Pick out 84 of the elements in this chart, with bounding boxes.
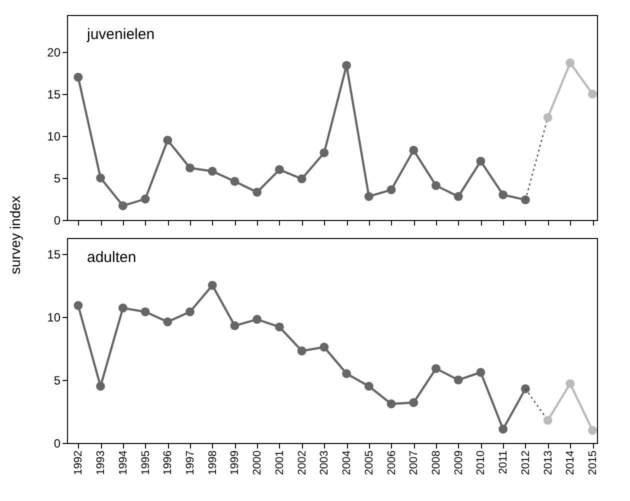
point (252, 188, 262, 197)
point (476, 368, 486, 377)
point (297, 346, 306, 356)
x-tick-label: 2004 (341, 450, 354, 475)
point (520, 384, 530, 394)
point (208, 280, 217, 290)
point (186, 307, 194, 316)
x-tick-label: 2001 (274, 450, 286, 475)
point (454, 192, 463, 201)
point (320, 148, 329, 158)
x-tick-label: 2014 (564, 450, 577, 475)
x-tick-label: 2008 (430, 450, 442, 475)
point (163, 317, 172, 326)
y-tick-label: 15 (47, 87, 61, 102)
point (520, 195, 530, 204)
point (74, 301, 83, 310)
text: juvenielen (86, 26, 155, 43)
x-tick-label: 1999 (229, 450, 242, 475)
x-tick-label: 1992 (72, 450, 85, 475)
point (118, 201, 128, 210)
point (543, 416, 552, 425)
x-tick-label: 2003 (318, 450, 331, 475)
point (364, 192, 374, 201)
y-tick-label: 20 (47, 45, 61, 60)
x-tick-label: 2015 (587, 450, 600, 475)
point (566, 58, 575, 68)
y-axis-title: survey index (7, 196, 23, 274)
point (566, 379, 575, 388)
x-tick-label: 2011 (498, 450, 510, 474)
point (274, 322, 284, 332)
point (476, 156, 486, 166)
point (386, 399, 396, 408)
x-tick-label: 2010 (475, 450, 488, 475)
point (386, 185, 396, 194)
point (432, 364, 440, 374)
point (140, 307, 150, 316)
point (140, 194, 150, 204)
x-tick-label: 2013 (542, 450, 554, 475)
x-tick-label: 1997 (184, 450, 196, 475)
y-tick-label: 10 (47, 310, 61, 324)
x-tick-label: 2005 (363, 450, 376, 475)
point (320, 342, 329, 352)
point (297, 174, 306, 184)
point (274, 165, 284, 174)
point (208, 166, 217, 176)
point (342, 369, 352, 378)
text: adulten (87, 249, 136, 266)
y-tick-label: 15 (47, 247, 61, 262)
x-tick-label: 1998 (206, 450, 219, 475)
point (186, 163, 194, 172)
x-tick-label: 2012 (520, 450, 532, 475)
x-tick-label: 2002 (296, 450, 308, 475)
x-tick-label: 1995 (140, 450, 152, 475)
y-tick-label: 0 (54, 214, 61, 228)
x-tick-label: 1993 (95, 450, 108, 475)
x-tick-label: 1996 (162, 450, 174, 475)
point (96, 174, 106, 182)
x-tick-label: 1994 (117, 450, 130, 475)
point (432, 181, 440, 190)
point (588, 426, 597, 435)
x-tick-label: 2009 (452, 450, 465, 475)
point (364, 382, 374, 391)
point (543, 113, 552, 122)
point (118, 304, 128, 312)
point (163, 136, 172, 145)
y-tick-label: 5 (54, 373, 61, 388)
point (498, 424, 508, 434)
point (96, 382, 106, 391)
y-tick-label: 0 (54, 436, 61, 450)
point (342, 60, 352, 70)
x-tick-label: 2007 (408, 450, 420, 475)
point (454, 375, 463, 384)
point (74, 72, 83, 82)
point (409, 146, 418, 155)
y-tick-label: 10 (47, 129, 61, 144)
point (252, 314, 262, 324)
point (230, 176, 240, 186)
point (498, 190, 508, 200)
point (409, 398, 418, 408)
point (230, 321, 240, 330)
point (588, 90, 597, 98)
x-tick-label: 2000 (252, 450, 264, 475)
y-tick-label: 5 (54, 171, 61, 186)
x-tick-label: 2006 (386, 450, 398, 475)
